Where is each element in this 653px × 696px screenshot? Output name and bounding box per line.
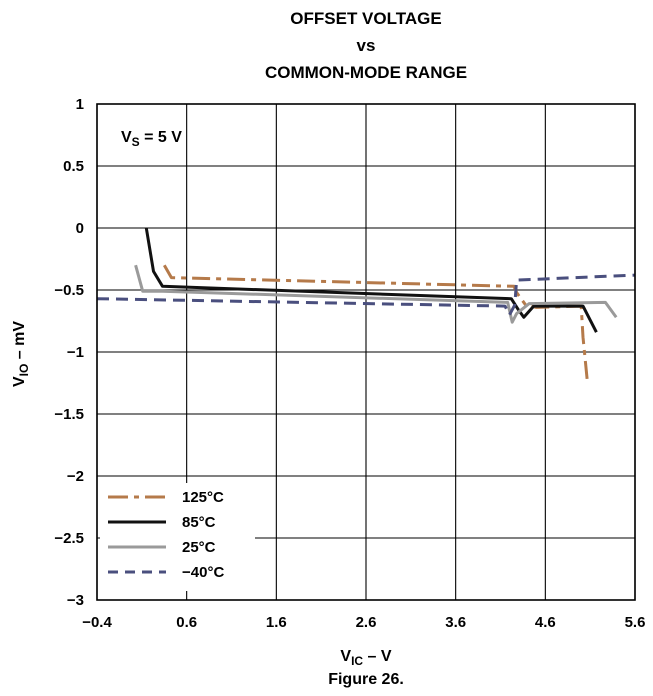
x-axis-label-sub: IC — [351, 654, 363, 668]
figure-caption: Figure 26. — [328, 671, 404, 688]
x-tick-label: 0.6 — [176, 614, 197, 631]
x-tick-labels: −0.4 0.6 1.6 2.6 3.6 4.6 5.6 — [82, 614, 645, 631]
y-tick-label: 0 — [76, 220, 84, 237]
legend-label: 125°C — [182, 489, 224, 506]
chart-title-line-3: COMMON-MODE RANGE — [265, 63, 467, 82]
chart-title: OFFSET VOLTAGE vs COMMON-MODE RANGE — [265, 9, 467, 82]
x-axis-label-main: V — [340, 648, 351, 665]
x-tick-label: 2.6 — [356, 614, 377, 631]
annotation-suffix: = 5 V — [140, 129, 183, 146]
y-axis-label-main: V — [11, 376, 28, 387]
supply-voltage-annotation: VS = 5 V — [121, 129, 182, 149]
x-axis-label-suffix: – V — [363, 648, 392, 665]
x-tick-label: 4.6 — [535, 614, 556, 631]
legend-label: 85°C — [182, 514, 216, 531]
chart-title-line-2: vs — [357, 36, 376, 55]
series-line — [134, 264, 618, 324]
y-tick-label: 0.5 — [63, 158, 84, 175]
y-tick-label: −2.5 — [54, 530, 84, 547]
y-tick-label: −1.5 — [54, 406, 84, 423]
x-tick-label: −0.4 — [82, 614, 112, 631]
plot-frame — [96, 103, 636, 601]
y-axis-label-suffix: – mV — [11, 321, 28, 364]
y-tick-labels: 1 0.5 0 −0.5 −1 −1.5 −2 −2.5 −3 — [54, 96, 84, 609]
series-line — [162, 264, 589, 384]
y-tick-label: 1 — [76, 96, 84, 113]
series-layer — [96, 227, 636, 384]
y-axis-label: VIO – mV — [11, 321, 31, 387]
legend-label: −40°C — [182, 564, 224, 581]
series-line — [144, 227, 598, 333]
legend-label: 25°C — [182, 539, 216, 556]
annotation-sub: S — [132, 135, 140, 149]
legend: 125°C 85°C 25°C −40°C — [100, 483, 255, 591]
y-axis-label-sub: IO — [17, 364, 31, 377]
chart-title-line-1: OFFSET VOLTAGE — [290, 9, 441, 28]
y-tick-label: −0.5 — [54, 282, 84, 299]
x-axis-label: VIC – V — [340, 648, 391, 668]
y-tick-label: −3 — [67, 592, 84, 609]
x-tick-label: 3.6 — [445, 614, 466, 631]
y-tick-label: −1 — [67, 344, 84, 361]
annotation-main: V — [121, 129, 132, 146]
grid-lines — [96, 103, 636, 601]
y-tick-label: −2 — [67, 468, 84, 485]
series-line — [96, 273, 636, 317]
legend-mask — [100, 483, 255, 591]
x-tick-label: 5.6 — [625, 614, 646, 631]
x-tick-label: 1.6 — [266, 614, 287, 631]
